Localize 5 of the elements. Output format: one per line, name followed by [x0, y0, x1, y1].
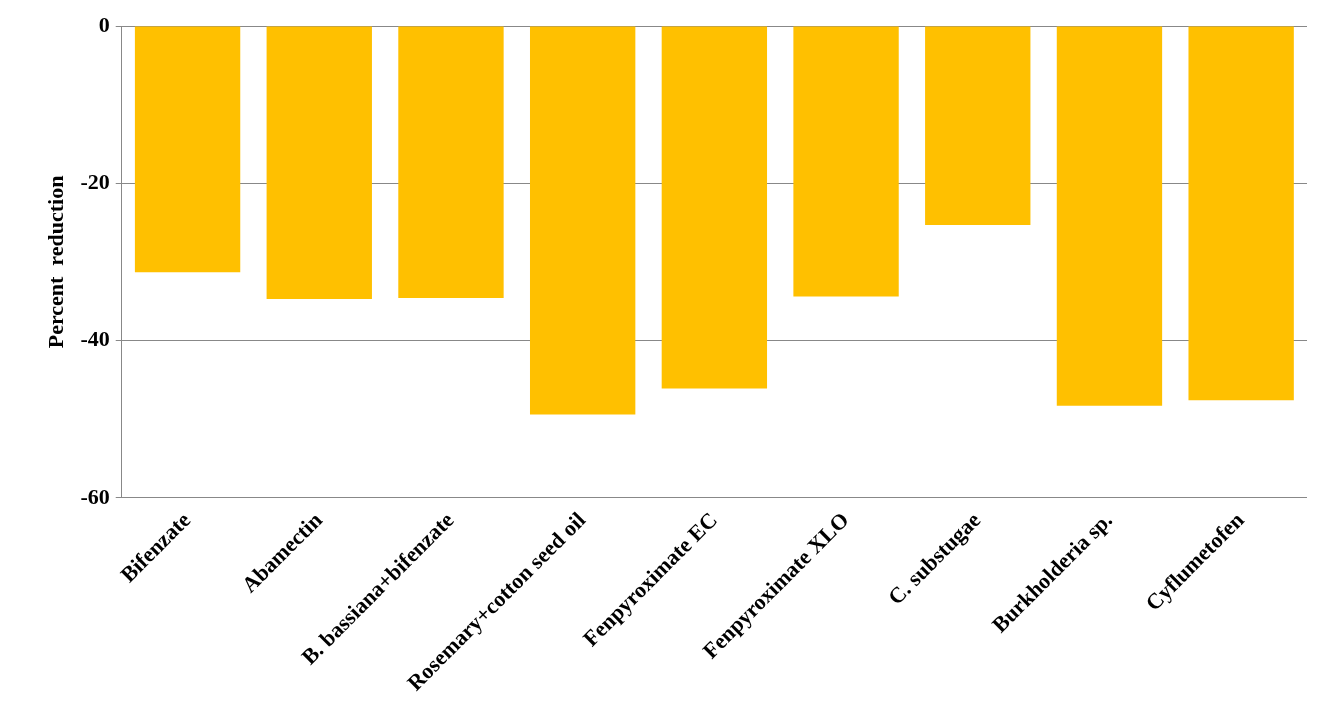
y-tick-label: -40 [80, 326, 110, 352]
y-axis-title: Percent reduction [42, 175, 68, 349]
y-tick-label: -60 [80, 483, 110, 509]
y-tick-label: -20 [80, 168, 110, 194]
y-tick-label: 0 [98, 11, 110, 37]
